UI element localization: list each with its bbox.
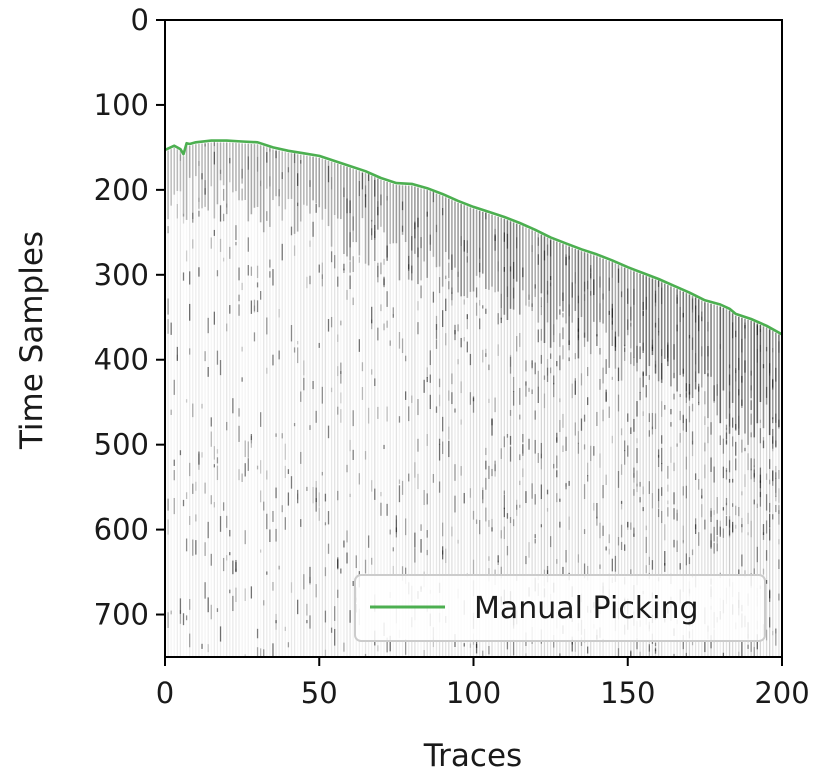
- x-tick-label: 200: [754, 676, 809, 710]
- y-tick-label: 600: [94, 513, 149, 547]
- x-tick-label: 100: [446, 676, 501, 710]
- series-layer: [165, 139, 782, 336]
- y-tick-label: 700: [94, 598, 149, 632]
- x-tick-label: 0: [156, 676, 174, 710]
- y-tick-label: 500: [94, 428, 149, 462]
- y-tick-label: 200: [94, 173, 149, 207]
- series-line-manual-picking: [165, 139, 782, 336]
- plot-area: [165, 20, 782, 657]
- legend: Manual Picking: [354, 574, 766, 642]
- x-tick-label: 150: [600, 676, 655, 710]
- y-tick-label: 0: [131, 3, 149, 37]
- legend-box: [354, 574, 766, 642]
- x-axis: 0 50 100 150 200: [156, 657, 810, 710]
- y-tick-label: 100: [94, 88, 149, 122]
- y-axis-label: Time Samples: [14, 231, 50, 450]
- legend-label: Manual Picking: [474, 591, 699, 626]
- x-tick-label: 50: [301, 676, 338, 710]
- y-tick-label: 400: [94, 343, 149, 377]
- y-axis: 0 100 200 300 400 500 600 700: [94, 3, 165, 632]
- y-tick-label: 300: [94, 258, 149, 292]
- seismic-gather-image: [165, 140, 782, 657]
- x-axis-label: Traces: [423, 738, 522, 774]
